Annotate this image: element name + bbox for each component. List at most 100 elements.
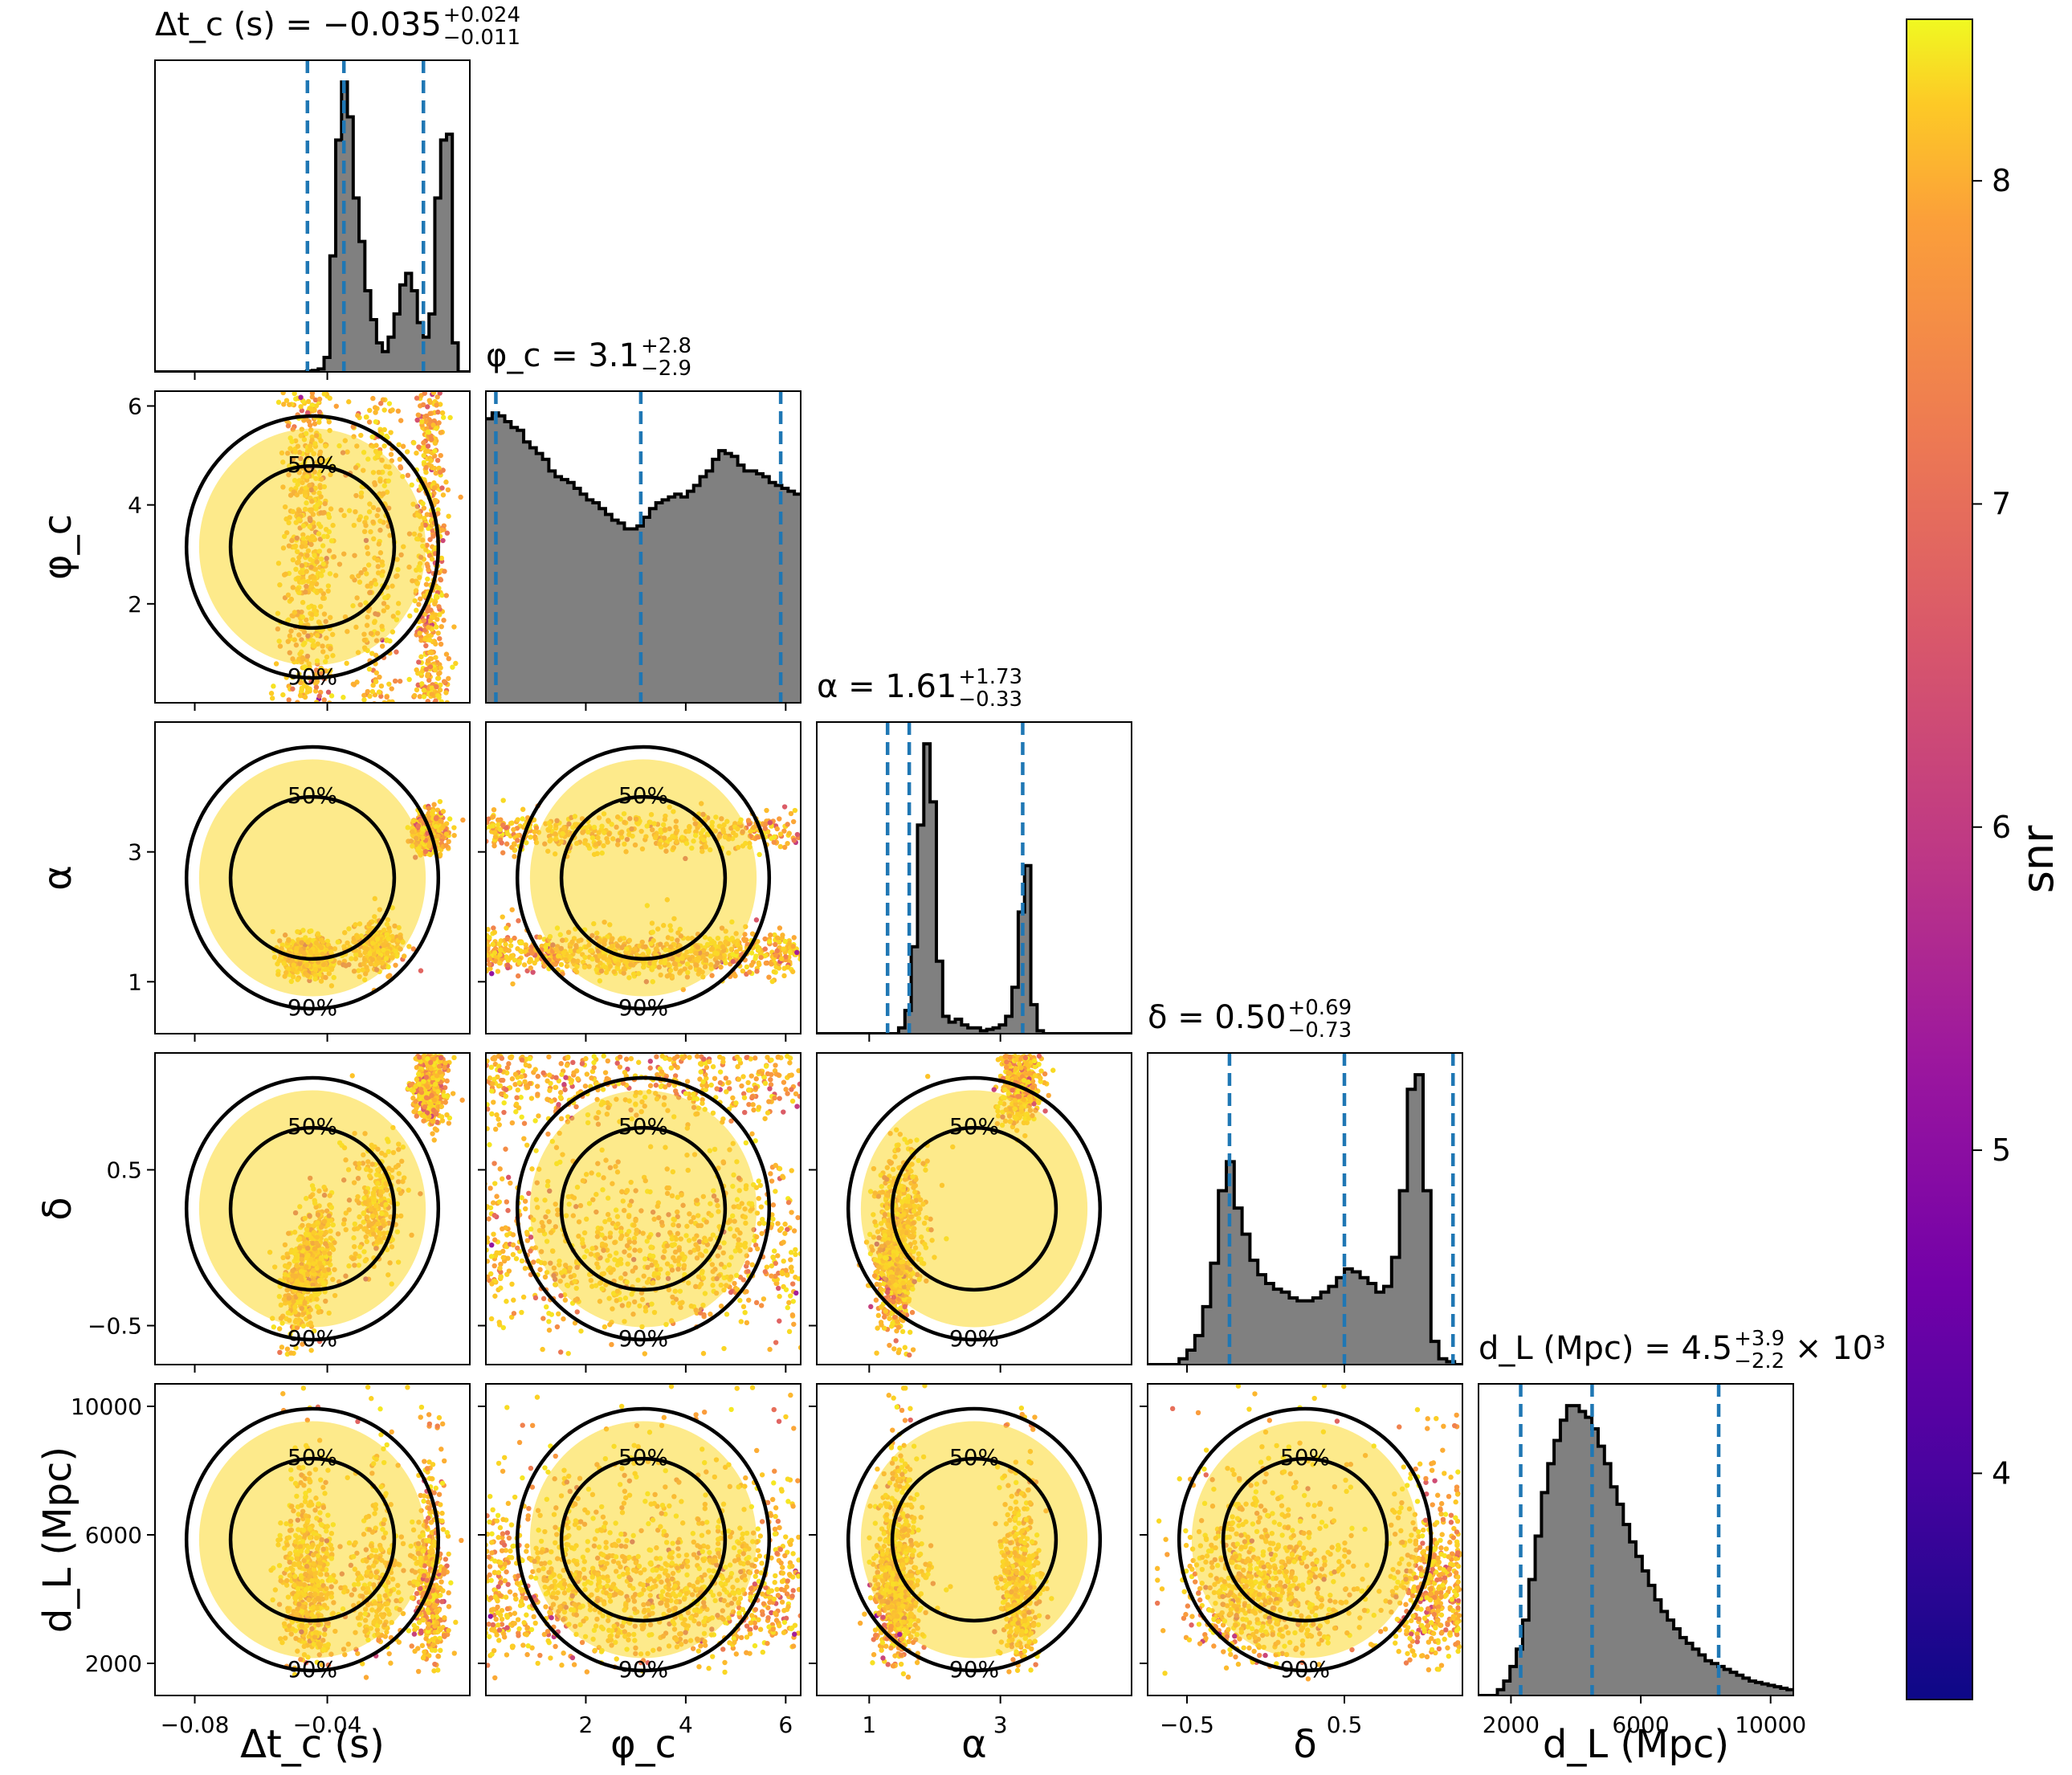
x-tick-label: 6000 [1612, 1712, 1669, 1738]
contour-label: 50% [1280, 1444, 1330, 1471]
hist-bar [1692, 1649, 1699, 1695]
panel-title-delta: δ = 0.50 +0.69 −0.73 [1148, 997, 1352, 1042]
contour-90 [184, 1075, 441, 1342]
colorbar-label: snr [2013, 825, 2063, 893]
hist-bar [1266, 1283, 1275, 1365]
hist-bar [737, 465, 745, 703]
hist-bar [1636, 1556, 1643, 1695]
hist-bar [968, 1027, 975, 1034]
hist-bar [1281, 1291, 1290, 1365]
contour-label: 50% [288, 1444, 337, 1471]
hist-bar [630, 528, 638, 703]
hist-bar [917, 825, 924, 1034]
hist-bar [649, 508, 657, 703]
panel-frame [154, 1383, 471, 1696]
hist-bar [452, 342, 459, 372]
panel-alpha-vs-dtc: 50% 90% 1 3 [128, 721, 471, 1042]
panel-title-error: +0.024 −0.011 [443, 3, 520, 50]
contour-90 [184, 745, 441, 1011]
hist-bar [353, 198, 360, 372]
hist-bar [1579, 1411, 1586, 1695]
hist-bar [359, 241, 365, 372]
hist-bar [1250, 1260, 1258, 1365]
hist-bar [1623, 1524, 1630, 1695]
hist-bar [1604, 1463, 1612, 1695]
panel-title-error: +0.69 −0.73 [1287, 996, 1352, 1043]
hist-bar [1179, 1358, 1188, 1365]
x-axis-label-dtc: Δt_c (s) [240, 1722, 385, 1767]
contour-90 [515, 745, 772, 1011]
hist-bar [1210, 1263, 1219, 1365]
hist-bar [1761, 1683, 1769, 1695]
hist-bar [1768, 1685, 1776, 1695]
y-tick-label: −0.5 [88, 1313, 142, 1340]
hist-bar [1548, 1463, 1555, 1695]
hist-bar [586, 500, 593, 703]
hist-bar [712, 459, 720, 703]
x-tick-label: 2 [579, 1712, 593, 1738]
contour-50 [890, 1456, 1058, 1623]
hist-bar [911, 946, 919, 1034]
y-tick-label: 3 [128, 839, 142, 866]
hist-bar [1503, 1680, 1511, 1695]
hist-bar [1242, 1234, 1250, 1365]
hist-bar [724, 453, 732, 703]
contour-50 [228, 463, 397, 630]
hist-bar [1787, 1689, 1793, 1695]
panel-frame [154, 1052, 471, 1365]
panel-title-value: α = 1.61 [817, 668, 957, 705]
hist-outline [486, 411, 801, 531]
contour-label: 50% [288, 1113, 337, 1140]
panel-frame [1478, 1383, 1794, 1696]
x-axis-label-phic: φ_c [610, 1722, 676, 1767]
contour-90 [846, 1406, 1103, 1673]
hist-bar [693, 485, 701, 703]
hist-bar [1585, 1417, 1593, 1695]
x-tick-label: −0.08 [161, 1712, 230, 1738]
hist-bar [1352, 1271, 1361, 1365]
panel-title-suffix: × 10³ [1784, 1330, 1886, 1367]
hist-bar [1344, 1268, 1353, 1365]
contour-label: 50% [288, 451, 337, 478]
hist-bar [1541, 1492, 1548, 1695]
hist-bar [643, 517, 651, 703]
hist-bar [370, 320, 377, 372]
hist-bar [1005, 1016, 1013, 1034]
contour-label: 50% [618, 782, 668, 809]
panel-frame [485, 1383, 801, 1696]
hist-bar [599, 508, 606, 703]
hist-bar [347, 116, 354, 372]
contour-50 [559, 1125, 728, 1292]
panel-frame [1147, 1052, 1463, 1365]
hist-bar [1376, 1291, 1385, 1365]
y-tick-label: 6 [128, 393, 142, 419]
x-tick-label: 2000 [1483, 1712, 1540, 1738]
contour-50 [890, 1125, 1058, 1292]
hist-bar [593, 503, 600, 703]
hist-outline [155, 80, 470, 372]
hist-bar [365, 290, 372, 372]
colorbar-tick-label: 4 [1992, 1455, 2011, 1491]
hist-bar [1030, 1004, 1038, 1034]
y-tick-label: 0.5 [106, 1157, 142, 1184]
hist-bar [1774, 1687, 1781, 1695]
y-axis-label-delta: δ [35, 1197, 80, 1220]
x-axis-label-alpha: α [961, 1722, 987, 1767]
hist-bar [1202, 1306, 1211, 1365]
panel-title-value: d_L (Mpc) = 4.5 [1479, 1330, 1733, 1367]
contour-label: 90% [618, 1325, 668, 1352]
panel-alpha-vs-alpha [816, 721, 1132, 1042]
hist-bar [624, 528, 631, 703]
hist-bar [750, 471, 757, 703]
hist-bar [681, 496, 688, 703]
hist-bar [974, 1027, 981, 1034]
hist-bar [573, 488, 581, 703]
hist-bar [1674, 1629, 1681, 1695]
hist-bar [1528, 1579, 1536, 1695]
hist-bar [1648, 1585, 1656, 1695]
hist-bar [1024, 865, 1032, 1034]
contour-label: 50% [949, 1444, 999, 1471]
hist-outline [1148, 1073, 1462, 1365]
y-tick-label: 4 [128, 492, 142, 519]
